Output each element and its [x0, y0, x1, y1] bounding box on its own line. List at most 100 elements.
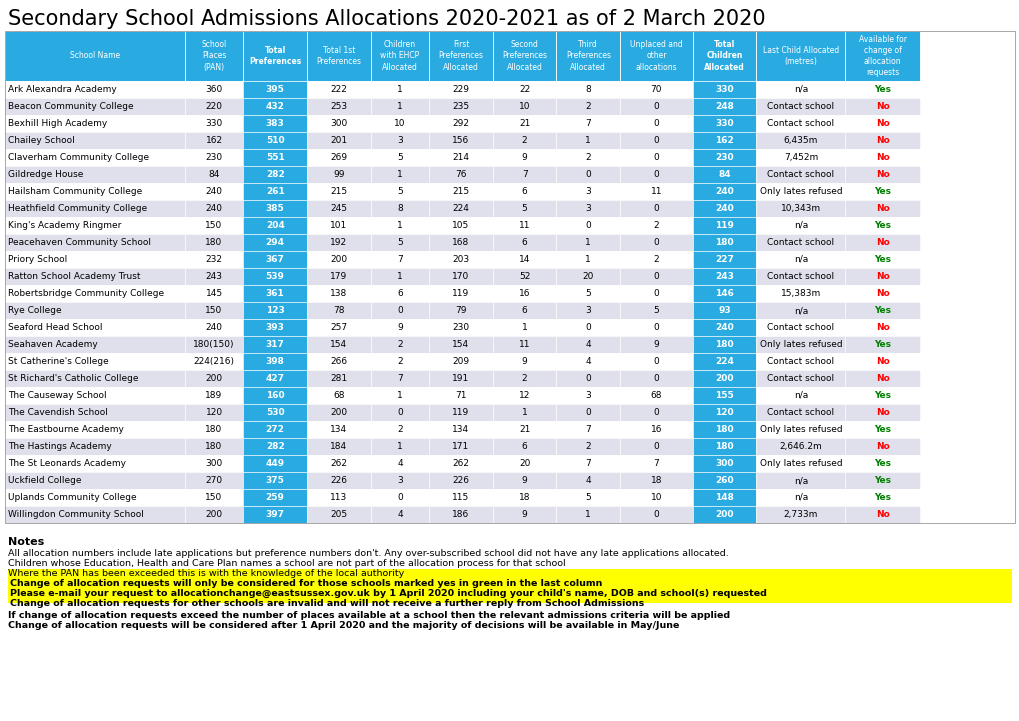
Text: Yes: Yes: [873, 85, 891, 94]
Bar: [244, 489, 307, 506]
Bar: [620, 234, 692, 251]
Bar: [370, 81, 429, 98]
Text: 186: 186: [452, 510, 469, 519]
Text: 180: 180: [714, 340, 734, 349]
Text: 119: 119: [714, 221, 734, 230]
Bar: [492, 251, 556, 268]
Bar: [184, 353, 244, 370]
Bar: [556, 268, 620, 285]
Bar: [307, 183, 370, 200]
Text: 3: 3: [396, 476, 403, 485]
Bar: [307, 149, 370, 166]
Bar: [184, 472, 244, 489]
Text: 551: 551: [266, 153, 284, 162]
Text: 10: 10: [519, 102, 530, 111]
Text: 200: 200: [330, 408, 347, 417]
Text: The Causeway School: The Causeway School: [8, 391, 107, 400]
Bar: [620, 421, 692, 438]
Bar: [556, 302, 620, 319]
Bar: [556, 489, 620, 506]
Bar: [756, 149, 845, 166]
Text: 5: 5: [585, 289, 591, 298]
Text: 510: 510: [266, 136, 284, 145]
Bar: [756, 234, 845, 251]
Bar: [370, 234, 429, 251]
Bar: [307, 472, 370, 489]
Text: Contact school: Contact school: [766, 119, 834, 128]
Text: All allocation numbers include late applications but preference numbers don't. A: All allocation numbers include late appl…: [8, 549, 728, 558]
Text: 5: 5: [653, 306, 658, 315]
Text: Contact school: Contact school: [766, 374, 834, 383]
Bar: [5, 31, 184, 81]
Text: 6: 6: [522, 306, 527, 315]
Bar: [620, 268, 692, 285]
Bar: [756, 81, 845, 98]
Text: 70: 70: [650, 85, 661, 94]
Bar: [5, 387, 184, 404]
Bar: [492, 149, 556, 166]
Bar: [370, 489, 429, 506]
Text: 79: 79: [454, 306, 467, 315]
Bar: [845, 217, 919, 234]
Text: Yes: Yes: [873, 340, 891, 349]
Bar: [692, 319, 756, 336]
Bar: [429, 81, 492, 98]
Bar: [845, 234, 919, 251]
Text: 15,383m: 15,383m: [780, 289, 820, 298]
Bar: [556, 472, 620, 489]
Text: 170: 170: [452, 272, 469, 281]
Text: 385: 385: [266, 204, 284, 213]
Bar: [429, 353, 492, 370]
Bar: [244, 200, 307, 217]
Text: 232: 232: [206, 255, 222, 264]
Text: 2: 2: [396, 357, 403, 366]
Text: Second
Preferences
Allocated: Second Preferences Allocated: [501, 40, 546, 71]
Bar: [184, 438, 244, 455]
Bar: [244, 370, 307, 387]
Text: 215: 215: [452, 187, 469, 196]
Bar: [492, 81, 556, 98]
Text: 1: 1: [585, 255, 591, 264]
Text: 9: 9: [522, 153, 527, 162]
Bar: [556, 217, 620, 234]
Text: 1: 1: [396, 102, 403, 111]
Bar: [556, 166, 620, 183]
Text: Total
Preferences: Total Preferences: [249, 46, 301, 66]
Bar: [492, 489, 556, 506]
Bar: [5, 472, 184, 489]
Text: 2: 2: [585, 153, 590, 162]
Bar: [492, 472, 556, 489]
Bar: [692, 438, 756, 455]
Text: Seaford Head School: Seaford Head School: [8, 323, 102, 332]
Bar: [429, 438, 492, 455]
Bar: [692, 81, 756, 98]
Bar: [307, 98, 370, 115]
Bar: [845, 404, 919, 421]
Bar: [756, 387, 845, 404]
Text: No: No: [875, 238, 889, 247]
Text: The Hastings Academy: The Hastings Academy: [8, 442, 112, 451]
Text: 200: 200: [714, 510, 733, 519]
Bar: [620, 217, 692, 234]
Text: 180: 180: [205, 238, 222, 247]
Text: 7: 7: [585, 425, 591, 434]
Bar: [756, 200, 845, 217]
Bar: [5, 302, 184, 319]
Text: 134: 134: [330, 425, 347, 434]
Bar: [5, 353, 184, 370]
Bar: [556, 285, 620, 302]
Bar: [620, 200, 692, 217]
Bar: [244, 302, 307, 319]
Bar: [429, 421, 492, 438]
Bar: [244, 421, 307, 438]
Text: 427: 427: [265, 374, 284, 383]
Text: Claverham Community College: Claverham Community College: [8, 153, 149, 162]
Bar: [184, 166, 244, 183]
Text: 4: 4: [396, 510, 403, 519]
Bar: [244, 183, 307, 200]
Bar: [370, 149, 429, 166]
Text: 76: 76: [454, 170, 467, 179]
Bar: [620, 438, 692, 455]
Text: 248: 248: [714, 102, 734, 111]
Text: 224: 224: [714, 357, 734, 366]
